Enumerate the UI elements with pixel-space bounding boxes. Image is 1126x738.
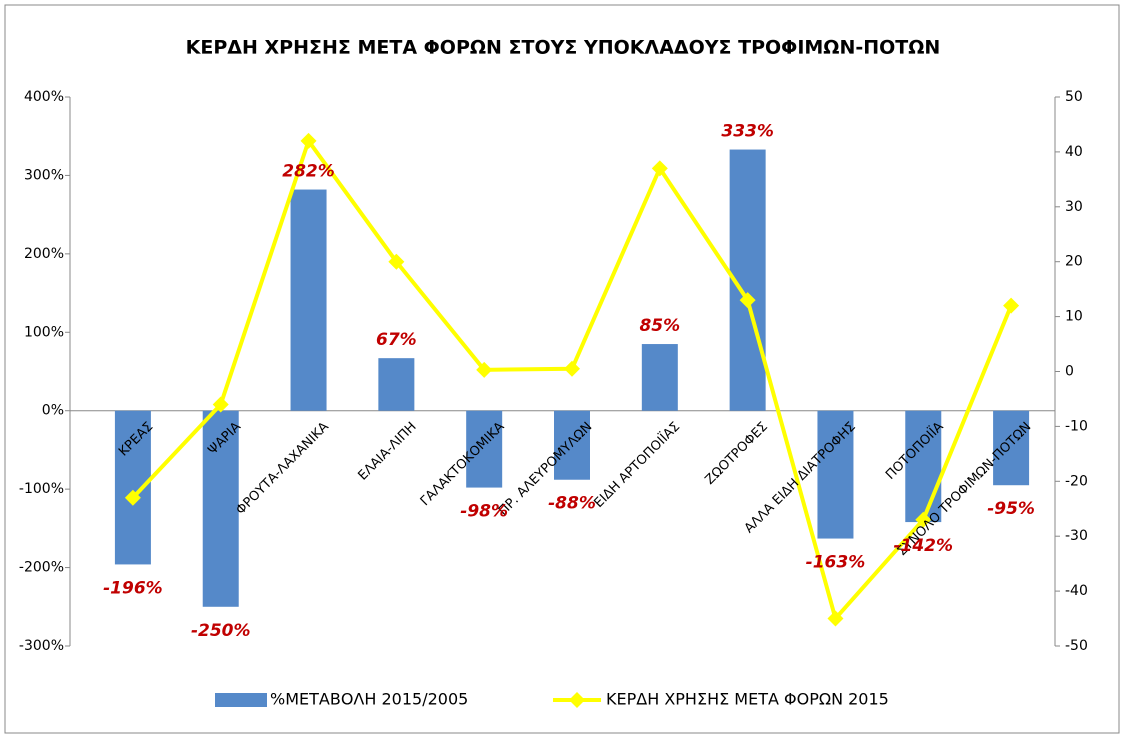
- legend-label: %ΜΕΤΑΒΟΛΗ 2015/2005: [270, 690, 468, 709]
- y2-tick-label: 50: [1065, 89, 1083, 105]
- bar: [378, 358, 415, 411]
- y2-tick-label: 10: [1065, 309, 1083, 325]
- y-tick-label: 300%: [24, 167, 64, 183]
- line-marker: [124, 489, 141, 506]
- y2-tick-label: 30: [1065, 199, 1083, 215]
- y-tick-label: 100%: [24, 324, 64, 340]
- y-tick-label: -200%: [19, 560, 64, 576]
- line-marker: [739, 292, 756, 309]
- line-marker: [827, 610, 844, 627]
- y-tick-label: 0%: [42, 403, 64, 419]
- line-marker: [915, 511, 932, 528]
- data-label: 85%: [639, 316, 680, 336]
- data-label: 282%: [282, 162, 335, 182]
- line-marker: [300, 132, 317, 149]
- data-label: -95%: [987, 499, 1035, 519]
- y2-tick-label: -30: [1065, 528, 1088, 544]
- y-tick-label: 400%: [24, 89, 64, 105]
- legend-label: ΚΕΡΔΗ ΧΡΗΣΗΣ ΜΕΤΑ ΦΟΡΩΝ 2015: [606, 690, 889, 709]
- bar: [202, 410, 239, 607]
- y2-tick-label: 20: [1065, 254, 1083, 270]
- bar: [641, 344, 678, 411]
- y2-tick-label: 0: [1065, 364, 1074, 380]
- bar: [905, 410, 942, 523]
- line-marker: [1003, 297, 1020, 314]
- bar: [817, 410, 854, 539]
- legend-marker: [569, 692, 585, 708]
- chart-title: ΚΕΡΔΗ ΧΡΗΣΗΣ ΜΕΤΑ ΦΟΡΩΝ ΣΤΟΥΣ ΥΠΟΚΛΑΔΟΥΣ…: [186, 37, 941, 59]
- y-tick-label: -100%: [19, 481, 64, 497]
- legend-swatch: [215, 693, 267, 707]
- data-label: -88%: [548, 494, 596, 514]
- y2-tick-label: -20: [1065, 473, 1088, 489]
- line-marker: [476, 361, 493, 378]
- line-marker: [651, 160, 668, 177]
- y-tick-label: -300%: [19, 638, 64, 654]
- bar: [993, 410, 1030, 486]
- bar: [466, 410, 503, 488]
- line-marker: [388, 253, 405, 270]
- y2-tick-label: -40: [1065, 583, 1088, 599]
- data-label: -163%: [806, 553, 866, 573]
- bar: [290, 189, 327, 411]
- data-label: -98%: [460, 502, 508, 522]
- line-marker: [564, 360, 580, 377]
- data-label: -250%: [191, 621, 251, 641]
- data-label: 333%: [721, 122, 774, 142]
- bar: [554, 410, 590, 480]
- y2-tick-label: -50: [1065, 638, 1088, 654]
- data-label: -196%: [103, 578, 163, 598]
- y2-tick-label: -10: [1065, 418, 1088, 434]
- data-label: -142%: [893, 536, 953, 556]
- y2-tick-label: 40: [1065, 144, 1083, 160]
- line-marker: [212, 396, 229, 413]
- data-label: 67%: [376, 330, 417, 350]
- y-tick-label: 200%: [24, 246, 64, 262]
